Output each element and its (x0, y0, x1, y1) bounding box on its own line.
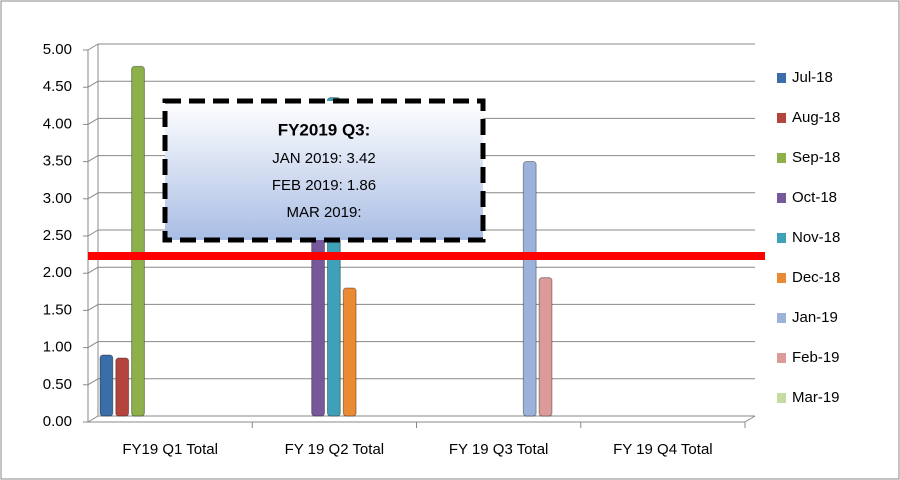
x-tick-label: FY 19 Q4 Total (613, 441, 713, 458)
legend-label: Jan-19 (792, 309, 838, 326)
legend-label: Sep-18 (792, 149, 840, 166)
y-tick-label: 4.50 (43, 78, 72, 95)
annotation-line: JAN 2019: 3.42 (272, 150, 375, 167)
y-tick-label: 1.50 (43, 301, 72, 318)
legend-swatch (777, 233, 786, 243)
grid-line (87, 415, 99, 423)
y-tick-label: 0.00 (43, 413, 72, 430)
legend-swatch (777, 113, 786, 123)
grid-line (87, 155, 99, 163)
legend-label: Jul-18 (792, 69, 833, 86)
legend-swatch (777, 153, 786, 163)
annotation-box (162, 98, 486, 243)
y-tick-label: 5.00 (43, 41, 72, 58)
annotation-line: FEB 2019: 1.86 (272, 177, 376, 194)
grid-line (87, 80, 99, 88)
bar (342, 287, 357, 417)
y-tick-label: 2.00 (43, 264, 72, 281)
grid-line (87, 303, 99, 311)
legend-label: Oct-18 (792, 189, 837, 206)
grid-line (87, 192, 99, 200)
y-tick-label: 4.00 (43, 115, 72, 132)
bar (522, 161, 537, 417)
legend-swatch (777, 313, 786, 323)
legend-label: Dec-18 (792, 269, 840, 286)
annotation-line: MAR 2019: (286, 204, 361, 221)
legend-swatch (777, 393, 786, 403)
legend-swatch (777, 193, 786, 203)
y-tick-label: 3.00 (43, 190, 72, 207)
grid-line (87, 117, 99, 125)
bar (131, 65, 145, 417)
legend-label: Feb-19 (792, 349, 840, 366)
legend-label: Nov-18 (792, 229, 840, 246)
y-tick-label: 0.50 (43, 376, 72, 393)
grid-line (87, 378, 99, 386)
y-tick-label: 2.50 (43, 227, 72, 244)
floor-line (744, 415, 756, 423)
legend-label: Mar-19 (792, 389, 840, 406)
y-tick-label: 3.50 (43, 153, 72, 170)
x-tick-label: FY 19 Q2 Total (285, 441, 385, 458)
bar (311, 222, 325, 417)
bar (115, 357, 130, 417)
y-tick-label: 1.00 (43, 339, 72, 356)
legend-label: Aug-18 (792, 109, 840, 126)
annotation-title: FY2019 Q3: (278, 120, 371, 139)
legend-swatch (777, 353, 786, 363)
bar (538, 277, 553, 417)
x-tick-label: FY 19 Q3 Total (449, 441, 549, 458)
bar (99, 354, 114, 417)
grid-line (87, 229, 99, 237)
grid-line (87, 266, 99, 274)
x-tick-label: FY19 Q1 Total (122, 441, 218, 458)
legend-swatch (777, 73, 786, 83)
grid-line (87, 43, 99, 51)
legend-swatch (777, 273, 786, 283)
grid-line (87, 341, 99, 349)
